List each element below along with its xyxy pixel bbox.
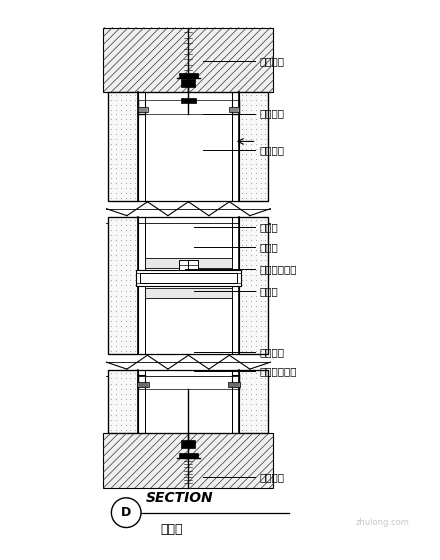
Text: zhulong.com: zhulong.com xyxy=(356,518,410,527)
Bar xyxy=(136,270,241,286)
Bar xyxy=(108,217,268,354)
Bar xyxy=(108,370,268,433)
Text: 竖向龙骨: 竖向龙骨 xyxy=(260,144,285,155)
Text: 支撑卡: 支撑卡 xyxy=(260,222,278,232)
Text: 石膏板: 石膏板 xyxy=(260,242,278,252)
Bar xyxy=(103,27,273,92)
Bar xyxy=(229,107,239,111)
Text: D: D xyxy=(121,506,131,519)
Bar xyxy=(108,92,268,201)
Bar xyxy=(138,107,148,111)
Bar xyxy=(145,258,232,268)
Bar xyxy=(239,217,268,354)
Bar xyxy=(179,453,198,458)
Text: 膨胀螺栓: 膨胀螺栓 xyxy=(260,472,285,482)
Text: 沿顶龙骨: 沿顶龙骨 xyxy=(260,109,285,119)
Text: 沿地龙骨: 沿地龙骨 xyxy=(260,347,285,357)
Bar xyxy=(108,370,138,433)
Text: 高强度自攻丝: 高强度自攻丝 xyxy=(260,366,297,376)
Text: 通贯横撑龙骨: 通贯横撑龙骨 xyxy=(260,264,297,274)
Text: 剖面图: 剖面图 xyxy=(161,522,183,535)
Bar xyxy=(145,288,232,298)
Bar xyxy=(140,273,237,283)
Bar xyxy=(137,382,149,387)
Text: 石膏板: 石膏板 xyxy=(260,286,278,296)
Text: 膨胀螺栓: 膨胀螺栓 xyxy=(260,56,285,66)
Bar xyxy=(239,92,268,201)
Bar xyxy=(108,217,138,354)
Bar xyxy=(181,79,195,87)
Bar xyxy=(179,260,198,270)
Bar xyxy=(108,92,138,201)
Bar xyxy=(103,433,273,488)
Bar xyxy=(228,382,240,387)
Bar xyxy=(181,440,195,449)
Text: SECTION: SECTION xyxy=(146,491,213,505)
Bar xyxy=(179,73,198,78)
Bar xyxy=(239,370,268,433)
Bar xyxy=(180,98,196,103)
